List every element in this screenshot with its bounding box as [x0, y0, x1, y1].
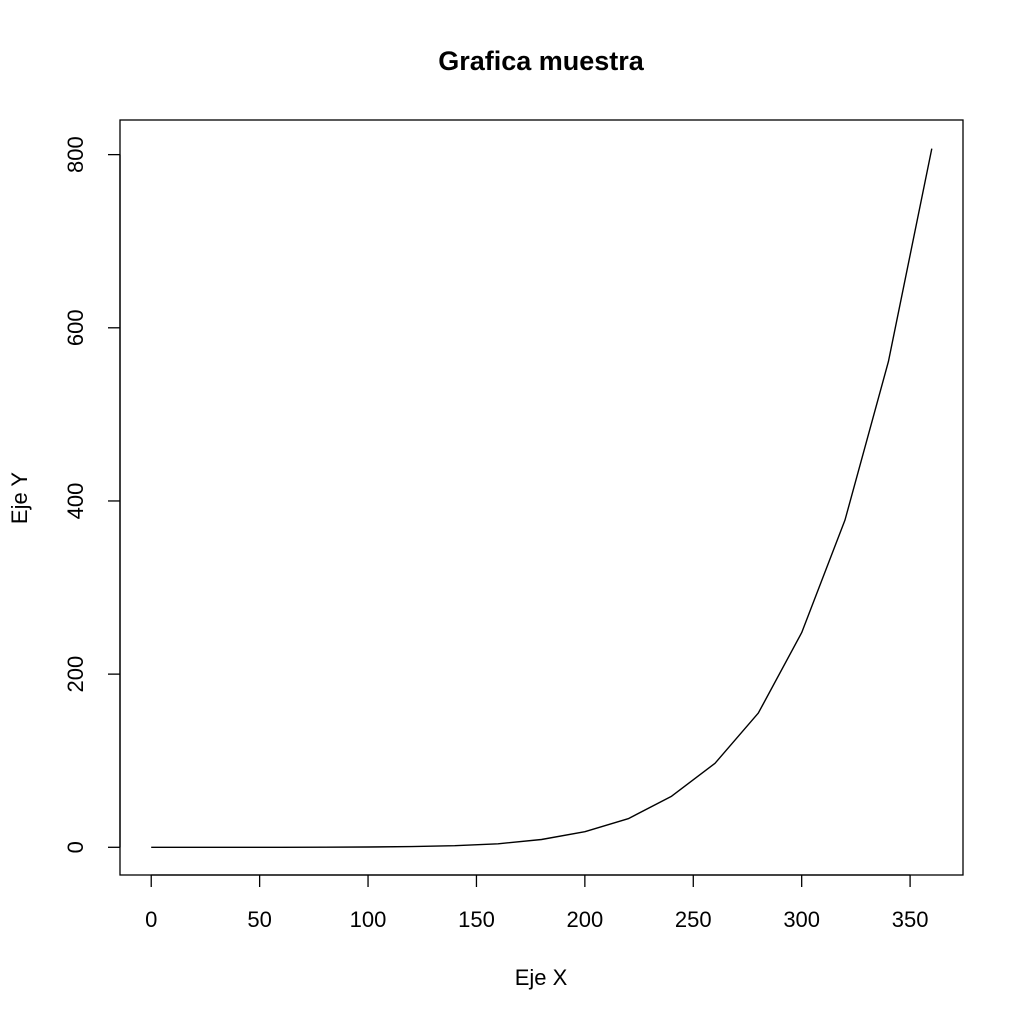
- y-axis-label: Eje Y: [7, 472, 32, 525]
- y-tick-label: 800: [63, 136, 88, 173]
- x-axis: 0 50 100 150 200 250 300 350: [145, 874, 929, 932]
- x-tick-label: 350: [892, 907, 929, 932]
- plot-frame: [119, 119, 964, 876]
- x-tick-label: 150: [458, 907, 495, 932]
- y-tick-label: 600: [63, 309, 88, 346]
- x-tick-label: 50: [247, 907, 271, 932]
- x-axis-label: Eje X: [515, 965, 568, 990]
- y-tick-label: 400: [63, 483, 88, 520]
- y-axis: 0 200 400 600 800: [63, 136, 121, 853]
- y-tick-label: 0: [63, 841, 88, 853]
- x-tick-label: 100: [350, 907, 387, 932]
- x-tick-label: 250: [675, 907, 712, 932]
- x-tick-label: 300: [783, 907, 820, 932]
- x-tick-label: 200: [567, 907, 604, 932]
- y-tick-label: 200: [63, 656, 88, 693]
- series-line-curve: [151, 148, 933, 848]
- x-tick-label: 0: [145, 907, 157, 932]
- chart-title: Grafica muestra: [438, 46, 645, 76]
